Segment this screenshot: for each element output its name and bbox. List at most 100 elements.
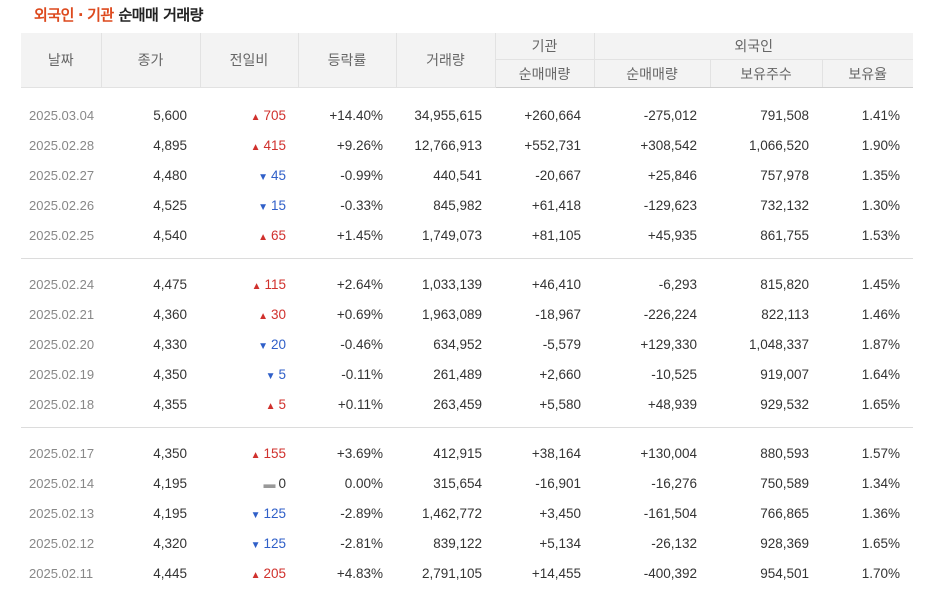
cell-change: ▲ 65 (200, 220, 298, 250)
cell-foreign-hold: 880,593 (760, 445, 809, 461)
header-volume: 거래량 (396, 33, 496, 88)
cell-rate: 0.00% (344, 475, 383, 491)
cell-volume: 839,122 (433, 535, 482, 551)
cell-foreign-ratio: 1.45% (861, 276, 900, 292)
cell-change: ▲ 5 (200, 389, 298, 419)
cell-change: ▬ 0 (200, 468, 298, 498)
cell-volume: 845,982 (433, 197, 482, 213)
cell-foreign-net: -16,276 (651, 475, 697, 491)
cell-foreign-hold: 757,978 (760, 167, 809, 183)
cell-close: 4,195 (153, 475, 187, 491)
table-row: 2025.02.19 4,350 ▼ 5 -0.11% 261,489 +2,660 -10,… (21, 359, 913, 389)
cell-foreign-hold: 929,532 (760, 396, 809, 412)
cell-date: 2025.02.20 (29, 336, 95, 352)
cell-foreign-ratio: 1.35% (861, 167, 900, 183)
cell-foreign-ratio: 1.53% (861, 227, 900, 243)
cell-date: 2025.02.26 (29, 197, 95, 213)
cell-change: ▲ 415 (200, 130, 298, 160)
cell-date: 2025.03.04 (29, 107, 95, 123)
title-dot: · (77, 6, 84, 24)
cell-foreign-hold: 919,007 (760, 366, 809, 382)
cell-foreign-hold: 954,501 (760, 565, 809, 581)
cell-inst-net: +81,105 (531, 227, 581, 243)
cell-date: 2025.02.11 (29, 565, 94, 581)
cell-foreign-net: +130,004 (640, 445, 697, 461)
change-value: 20 (270, 336, 286, 352)
table-row: 2025.02.18 4,355 ▲ 5 +0.11% 263,459 +5,580 +48,… (21, 389, 913, 419)
table-row: 2025.02.27 4,480 ▼ 45 -0.99% 440,541 -20,667 +2… (21, 160, 913, 190)
cell-foreign-ratio: 1.65% (861, 396, 900, 412)
cell-foreign-ratio: 1.70% (861, 565, 900, 581)
title-foreign: 외국인 (34, 6, 74, 24)
cell-inst-net: +552,731 (524, 137, 581, 153)
cell-volume: 440,541 (433, 167, 482, 183)
header-change: 전일비 (200, 33, 299, 88)
cell-foreign-net: -129,623 (643, 197, 697, 213)
cell-foreign-hold: 1,066,520 (748, 137, 809, 153)
cell-volume: 261,489 (433, 366, 482, 382)
change-value: 705 (263, 107, 286, 123)
cell-close: 4,445 (153, 565, 187, 581)
cell-volume: 12,766,913 (414, 137, 482, 153)
no-change-icon: ▬ (263, 476, 276, 491)
cell-foreign-hold: 861,755 (760, 227, 809, 243)
cell-date: 2025.02.13 (29, 505, 95, 521)
cell-foreign-net: -161,504 (643, 505, 697, 521)
cell-change: ▲ 30 (200, 299, 298, 329)
cell-rate: +4.83% (336, 565, 383, 581)
cell-inst-net: -5,579 (542, 336, 581, 352)
cell-foreign-net: +48,939 (647, 396, 697, 412)
down-arrow-icon: ▼ (265, 370, 276, 382)
cell-foreign-hold: 732,132 (760, 197, 809, 213)
cell-close: 4,895 (153, 137, 187, 153)
cell-rate: -2.81% (340, 535, 383, 551)
cell-foreign-hold: 766,865 (760, 505, 809, 521)
cell-foreign-ratio: 1.30% (861, 197, 900, 213)
cell-foreign-hold: 815,820 (760, 276, 809, 292)
cell-rate: +1.45% (336, 227, 383, 243)
down-arrow-icon: ▼ (258, 201, 268, 213)
cell-inst-net: +46,410 (531, 276, 581, 292)
header-foreign-net: 순매매량 (594, 59, 711, 88)
table-row: 2025.02.24 4,475 ▲ 115 +2.64% 1,033,139 +46,41… (21, 269, 913, 299)
cell-foreign-ratio: 1.34% (861, 475, 900, 491)
down-arrow-icon: ▼ (250, 509, 261, 521)
cell-close: 4,350 (153, 366, 187, 382)
cell-change: ▼ 5 (200, 359, 298, 389)
cell-volume: 263,459 (433, 396, 482, 412)
group-divider (21, 250, 913, 259)
table-row: 2025.02.13 4,195 ▼ 125 -2.89% 1,462,772 +3,450… (21, 498, 913, 528)
change-value: 0 (278, 475, 286, 491)
cell-volume: 634,952 (433, 336, 482, 352)
up-arrow-icon: ▲ (250, 111, 261, 123)
table-body: 2025.03.04 5,600 ▲ 705 +14.40% 34,955,615 +260… (21, 88, 913, 589)
up-arrow-icon: ▲ (250, 569, 261, 581)
cell-change: ▲ 155 (200, 438, 298, 468)
cell-change: ▼ 15 (200, 190, 298, 220)
cell-close: 4,475 (153, 276, 187, 292)
cell-foreign-net: -26,132 (651, 535, 697, 551)
up-arrow-icon: ▲ (258, 310, 268, 322)
title-institution: 기관 (87, 6, 114, 24)
change-value: 30 (270, 306, 286, 322)
cell-foreign-net: +45,935 (647, 227, 697, 243)
cell-foreign-net: +25,846 (647, 167, 697, 183)
up-arrow-icon: ▲ (250, 449, 261, 461)
cell-date: 2025.02.12 (29, 535, 95, 551)
cell-close: 4,330 (153, 336, 187, 352)
cell-inst-net: -16,901 (535, 475, 581, 491)
cell-rate: +14.40% (329, 107, 383, 123)
change-value: 5 (278, 396, 286, 412)
title-suffix: 순매매 거래량 (118, 6, 203, 24)
change-value: 45 (270, 167, 286, 183)
cell-change: ▲ 705 (200, 100, 298, 130)
cell-rate: +9.26% (336, 137, 383, 153)
change-value: 65 (270, 227, 286, 243)
cell-date: 2025.02.14 (29, 475, 95, 491)
cell-change: ▲ 115 (200, 269, 298, 299)
cell-foreign-net: +129,330 (640, 336, 697, 352)
group-divider (21, 419, 913, 428)
cell-foreign-hold: 928,369 (760, 535, 809, 551)
cell-close: 4,195 (153, 505, 187, 521)
cell-foreign-hold: 791,508 (760, 107, 809, 123)
